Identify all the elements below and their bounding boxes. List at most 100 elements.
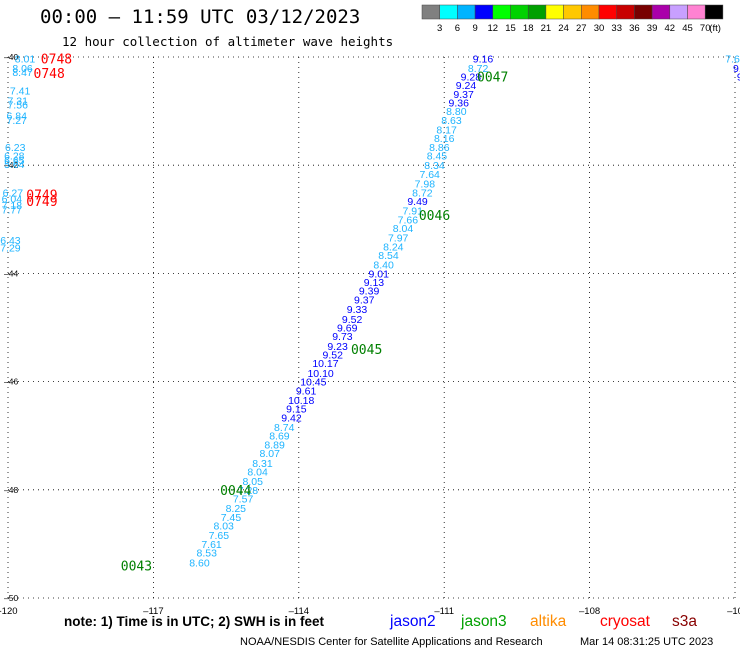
color-bin-label: 24: [558, 23, 569, 34]
graticule: [7, 56, 736, 599]
swh-value: 8.45: [427, 150, 448, 162]
swh-value: 9.39: [359, 286, 380, 298]
swh-value: 9.52: [323, 350, 344, 362]
swh-value: 8.72: [412, 187, 433, 199]
swh-value: 8.80: [446, 106, 467, 118]
swh-value: 8.31: [252, 458, 273, 470]
swh-value: 10.10: [307, 368, 333, 380]
color-bin-label: 9: [472, 23, 477, 34]
swh-value: 6.23: [5, 142, 26, 154]
swh-value: 7.57: [233, 493, 254, 505]
swh-value: 8.04: [393, 223, 414, 235]
swh-value: 8.24: [383, 241, 404, 253]
color-bin-label: 3: [437, 23, 442, 34]
swh-value: 9.49: [407, 196, 428, 208]
color-bin-label: 36: [629, 23, 640, 34]
swh-value: 6.43: [0, 235, 21, 247]
swh-observations: 9.168.729.289.249.379.368.808.638.178.16…: [0, 54, 740, 570]
swh-value: 9.42: [281, 412, 302, 424]
swh-value: 10.18: [288, 395, 314, 407]
swh-value: 8.16: [434, 133, 455, 145]
swh-value: 7.45: [221, 512, 242, 524]
swh-value: 8.03: [213, 521, 234, 533]
swh-value: 8.47: [12, 67, 33, 79]
swh-value: 8.07: [260, 448, 281, 460]
swh-value: 8.54: [378, 250, 399, 262]
pass-time: 0749: [26, 195, 57, 210]
swh-value: 8.01: [15, 54, 36, 66]
pass-time: 0748: [41, 53, 72, 68]
swh-value: 6.65: [4, 155, 25, 167]
swh-value: 8.74: [274, 422, 295, 434]
swh-value: 9.52: [342, 314, 363, 326]
swh-value: 9.: [733, 63, 740, 75]
swh-value: 9.33: [347, 304, 368, 316]
swh-value: 8.40: [373, 260, 394, 272]
pass-time: 0748: [34, 67, 65, 82]
swh-value: 7.77: [2, 205, 23, 217]
swh-value: 7.66: [398, 214, 419, 226]
y-tick-label: –50: [4, 593, 18, 603]
color-bin-label: 45: [682, 23, 693, 34]
pass-time: 0047: [477, 70, 508, 85]
swh-value: 9.36: [449, 97, 470, 109]
color-bin-label: 21: [541, 23, 552, 34]
swh-value: 10.45: [300, 377, 326, 389]
x-tick-label: –111: [434, 606, 454, 617]
pass-time: 0046: [419, 209, 450, 224]
swh-value: 9.15: [286, 404, 307, 416]
swh-value: 7.29: [0, 242, 21, 254]
pass-time: 0043: [121, 560, 152, 575]
swh-value: 7.56: [7, 100, 28, 112]
swh-value: 9.73: [332, 331, 353, 343]
swh-value: 9.01: [369, 268, 390, 280]
x-tick-label: -120: [0, 606, 18, 617]
swh-value: 8.72: [468, 63, 489, 75]
swh-value: 9.16: [473, 54, 494, 66]
swh-value: 8.06: [12, 63, 33, 75]
swh-value: 10.17: [312, 358, 338, 370]
x-tick-label: –10: [727, 606, 740, 617]
swh-value: 6.27: [3, 187, 24, 199]
color-bin-label: 15: [505, 23, 516, 34]
color-scale-legend: 3 6 9 12 15 18 21 24 27 30 33 36 39 42 45 70(ft): [421, 4, 724, 34]
swh-value: 7.64: [419, 169, 440, 181]
swh-value: 7.6: [725, 54, 740, 66]
swh-value: 7.31: [7, 95, 28, 107]
color-bin-label: 39: [647, 23, 658, 34]
swh-value: 8.69: [269, 431, 290, 443]
swh-value: 7.65: [209, 530, 230, 542]
y-tick-label: –44: [4, 268, 18, 278]
color-bin-label: 18: [523, 23, 534, 34]
swh-value: 6.84: [7, 110, 28, 122]
swh-value: 8.25: [226, 503, 247, 515]
pass-time: 0749: [26, 188, 57, 203]
swh-value: 8.63: [441, 115, 462, 127]
swh-value: 8.05: [243, 476, 264, 488]
y-tick-label: –46: [4, 377, 18, 387]
color-bin-label: 27: [576, 23, 587, 34]
pass-time: 0045: [351, 343, 382, 358]
swh-value: 9.28: [461, 71, 482, 83]
x-tick-label: –114: [289, 606, 309, 617]
swh-value: 7.91: [402, 206, 423, 218]
color-bin-16: [704, 4, 724, 20]
swh-value: 7.97: [388, 233, 409, 245]
pass-time: 0044: [220, 484, 251, 499]
y-tick-label: –42: [4, 160, 18, 170]
swh-value: 7.61: [201, 539, 222, 551]
swh-value: 8.89: [264, 439, 285, 451]
swh-value: 6.28: [4, 150, 25, 162]
chart-subtitle: 12 hour collection of altimeter wave hei…: [62, 34, 394, 49]
chart-title: 00:00 – 11:59 UTC 03/12/2023: [40, 6, 361, 28]
swh-value: 7.41: [10, 86, 31, 98]
swh-value: 9.69: [337, 323, 358, 335]
swh-value: 8.53: [196, 548, 217, 560]
swh-value: 8.86: [429, 142, 450, 154]
swh-value: 7.18: [2, 200, 23, 212]
color-bin-label: 12: [488, 23, 499, 34]
swh-value: 8.04: [247, 466, 268, 478]
color-bin-label: 30: [594, 23, 605, 34]
swh-value: 6.04: [2, 194, 23, 206]
